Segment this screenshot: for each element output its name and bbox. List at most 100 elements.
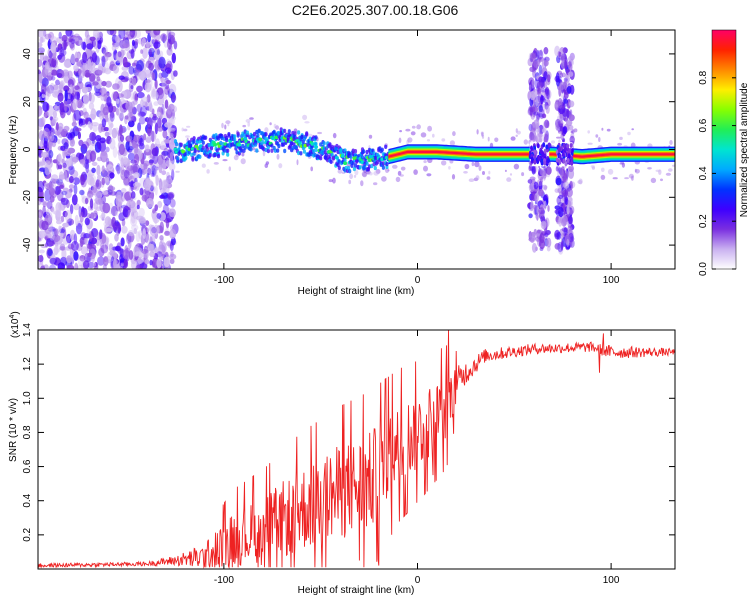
noise-cell — [100, 244, 109, 254]
noise-cell — [145, 234, 153, 245]
noise-cell — [114, 127, 120, 135]
colorbar-tick-label: 0.4 — [698, 166, 709, 180]
noise-cell — [141, 188, 150, 200]
noise-cell — [159, 221, 164, 234]
noise-cell — [109, 172, 115, 179]
noise-cell — [601, 167, 605, 172]
burst-cell — [531, 79, 535, 90]
noise-cell — [68, 184, 75, 189]
noise-cell — [107, 52, 115, 61]
noise-cell — [119, 124, 123, 136]
noise-cell — [348, 179, 352, 185]
burst-cell — [563, 181, 570, 189]
noise-cell — [89, 198, 94, 209]
noise-cell — [169, 258, 175, 264]
burst-cell — [528, 165, 532, 172]
burst-cell — [568, 197, 573, 202]
noise-cell — [151, 226, 157, 234]
noise-cell — [156, 213, 162, 219]
noise-cell — [60, 46, 65, 58]
noise-cell — [70, 170, 79, 179]
burst-cell — [543, 71, 548, 80]
noise-cell — [45, 61, 50, 70]
noise-cell — [143, 133, 147, 141]
noise-cell — [73, 183, 78, 196]
noise-cell — [38, 211, 42, 218]
noise-cell — [84, 117, 89, 125]
noise-cell — [88, 92, 95, 104]
noise-cell — [160, 250, 166, 261]
noise-cell — [665, 172, 672, 176]
carrier-cell — [297, 130, 301, 135]
noise-cell — [148, 62, 155, 71]
noise-cell — [115, 98, 120, 104]
noise-cell — [171, 169, 175, 181]
noise-cell — [71, 121, 77, 127]
burst-cell — [528, 213, 533, 219]
burst-cell — [535, 214, 539, 219]
noise-cell — [123, 169, 130, 179]
carrier-cell — [305, 131, 309, 136]
burst-cell — [547, 158, 550, 163]
noise-cell — [149, 49, 152, 57]
burst-cell — [545, 144, 549, 150]
noise-cell — [53, 245, 59, 256]
noise-cell — [373, 182, 378, 186]
noise-cell — [108, 124, 112, 136]
carrier-cell — [235, 150, 239, 155]
carrier-cell — [276, 148, 280, 153]
burst-cell — [570, 148, 574, 154]
noise-cell — [660, 178, 663, 182]
noise-cell — [233, 154, 239, 161]
noise-cell — [86, 150, 90, 160]
noise-cell — [46, 182, 54, 189]
noise-cell — [45, 228, 54, 239]
noise-cell — [44, 163, 50, 176]
noise-cell — [154, 122, 158, 135]
carrier-cell — [270, 148, 274, 153]
carrier-cell — [176, 156, 180, 161]
noise-cell — [62, 210, 68, 218]
noise-cell — [122, 127, 126, 133]
noise-cell — [147, 167, 152, 176]
noise-cell — [101, 118, 107, 128]
noise-cell — [51, 209, 58, 214]
burst-cell — [534, 107, 539, 112]
noise-cell — [668, 168, 673, 172]
noise-cell — [108, 184, 114, 196]
burst-cell — [540, 158, 544, 164]
noise-cell — [42, 127, 51, 139]
noise-cell — [146, 136, 152, 143]
burst-cell — [545, 166, 552, 175]
noise-cell — [150, 130, 157, 142]
snr-y-label: SNR (10 * v/v) — [8, 398, 19, 462]
burst-cell — [528, 105, 534, 116]
noise-cell — [42, 101, 49, 112]
carrier-cell — [240, 148, 244, 153]
noise-cell — [128, 81, 134, 93]
noise-cell — [139, 137, 144, 143]
noise-cell — [91, 52, 98, 63]
noise-cell — [160, 33, 168, 42]
noise-cell — [108, 243, 114, 252]
noise-cell — [93, 38, 98, 50]
colorbar: 0.0 0.2 0.4 0.6 0.8 Normalized spectral ampl… — [698, 29, 750, 276]
noise-cell — [45, 209, 50, 216]
noise-cell — [70, 240, 79, 252]
noise-cell — [70, 94, 74, 102]
noise-cell — [128, 66, 135, 75]
noise-cell — [38, 161, 46, 166]
noise-cell — [56, 178, 63, 185]
noise-cell — [159, 212, 166, 221]
noise-cell — [131, 202, 138, 214]
noise-cell — [96, 76, 101, 82]
burst-cell — [531, 134, 536, 143]
noise-cell — [510, 136, 516, 141]
noise-cell — [170, 91, 176, 103]
burst-cell — [538, 105, 543, 113]
carrier-cell — [198, 154, 202, 159]
burst-cell — [540, 220, 547, 230]
noise-cell — [111, 91, 118, 101]
noise-cell — [627, 131, 631, 136]
noise-cell — [606, 128, 611, 132]
